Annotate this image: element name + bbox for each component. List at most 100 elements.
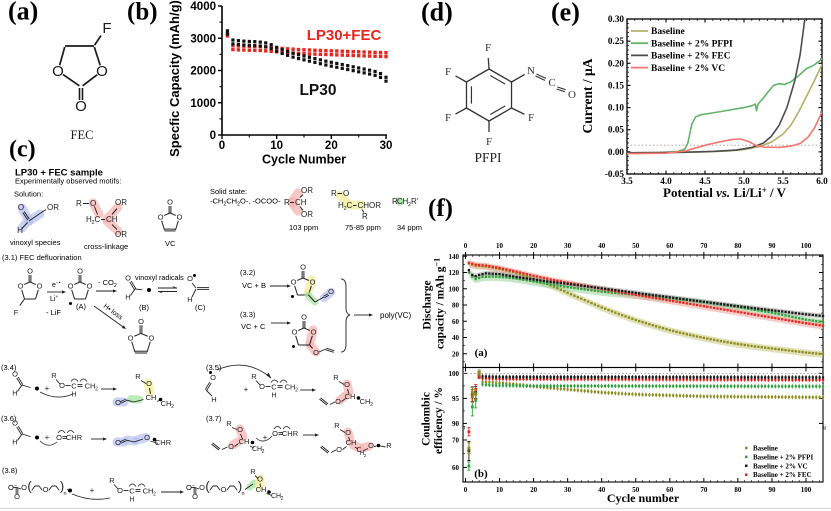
svg-text:(b): (b)	[127, 0, 158, 26]
svg-text:H: H	[129, 497, 134, 504]
svg-text:6.0: 6.0	[816, 176, 828, 186]
svg-text:+: +	[263, 433, 268, 442]
svg-text:+: +	[45, 433, 50, 442]
svg-text:H: H	[187, 295, 192, 304]
svg-text:O: O	[18, 282, 24, 291]
svg-text:O: O	[27, 267, 33, 276]
svg-text:H: H	[12, 389, 17, 398]
svg-text:60: 60	[666, 486, 674, 494]
svg-text:0: 0	[210, 130, 216, 142]
svg-text:0.00: 0.00	[608, 147, 624, 157]
svg-text:Cycle Number: Cycle Number	[262, 153, 346, 167]
svg-text:3000: 3000	[190, 33, 216, 45]
svg-text:LP30+FEC: LP30+FEC	[307, 27, 382, 44]
svg-text:Solid state:: Solid state:	[210, 187, 247, 196]
svg-text:O: O	[87, 282, 93, 291]
svg-text:Baseline + 2% FEC: Baseline + 2% FEC	[651, 52, 731, 62]
svg-text:O: O	[259, 382, 265, 391]
svg-text:O: O	[311, 328, 317, 337]
svg-text:O: O	[301, 313, 307, 322]
svg-text:4.0: 4.0	[660, 176, 672, 186]
svg-text:0.05: 0.05	[608, 125, 624, 135]
svg-text:Baseline + 2% FEC: Baseline + 2% FEC	[753, 471, 812, 479]
svg-text:(3.6): (3.6)	[1, 414, 17, 423]
svg-text:(3.8): (3.8)	[2, 466, 18, 475]
svg-text:R: R	[135, 372, 141, 381]
svg-text:(a): (a)	[475, 347, 488, 359]
svg-text:Baseline + 2% PFPI: Baseline + 2% PFPI	[651, 39, 733, 49]
svg-text:O: O	[43, 485, 49, 494]
svg-text:O: O	[21, 483, 27, 492]
svg-text:Experimentally observed motifs: Experimentally observed motifs:	[15, 177, 121, 186]
svg-text:20: 20	[530, 486, 538, 494]
svg-text:3.5: 3.5	[621, 176, 633, 186]
svg-text:H: H	[125, 293, 130, 302]
svg-text:C: C	[397, 197, 403, 206]
svg-text:CH: CH	[252, 446, 262, 453]
svg-text:R: R	[51, 371, 57, 380]
svg-text:O: O	[237, 425, 243, 434]
svg-text:O: O	[96, 63, 108, 80]
svg-text:34 ppm: 34 ppm	[397, 223, 422, 232]
svg-text:C: C	[71, 382, 77, 391]
svg-text:95: 95	[452, 395, 460, 403]
svg-text:H: H	[360, 451, 364, 457]
svg-text:O: O	[199, 483, 205, 492]
svg-text:F: F	[485, 42, 491, 54]
svg-text:O: O	[14, 492, 20, 501]
svg-text:LP30 + FEC sample: LP30 + FEC sample	[15, 168, 103, 179]
svg-text:R: R	[362, 212, 368, 221]
svg-text:capacity / mAh g−1: capacity / mAh g−1	[433, 258, 447, 349]
svg-text:O: O	[335, 397, 341, 406]
svg-text:(3.2): (3.2)	[240, 268, 256, 277]
svg-text:50: 50	[632, 486, 640, 494]
svg-text:OR: OR	[115, 198, 127, 207]
svg-text:O: O	[59, 381, 65, 390]
svg-text:70: 70	[700, 242, 708, 250]
svg-text:100: 100	[801, 242, 812, 250]
svg-text:1000: 1000	[190, 98, 216, 110]
svg-text:CH: CH	[161, 399, 172, 408]
svg-text:20: 20	[325, 140, 338, 152]
svg-text:Cycle number: Cycle number	[607, 491, 680, 505]
svg-text:O: O	[328, 287, 334, 296]
svg-text:O: O	[37, 282, 43, 291]
svg-text:Potential vs. Li/Li+ / V: Potential vs. Li/Li+ / V	[663, 185, 787, 200]
svg-text:C: C	[129, 487, 135, 496]
svg-text:O: O	[313, 348, 319, 357]
svg-text:F: F	[102, 20, 111, 37]
svg-text:Baseline: Baseline	[651, 27, 685, 37]
svg-text:- CO2: - CO2	[98, 278, 117, 289]
svg-text:+: +	[90, 486, 95, 495]
svg-text:VC + C: VC + C	[241, 322, 266, 331]
svg-text:70: 70	[700, 486, 708, 494]
svg-text:90: 90	[768, 242, 776, 250]
svg-text:F: F	[14, 308, 19, 317]
svg-text:2000: 2000	[190, 66, 216, 78]
svg-text:Baseline: Baseline	[753, 445, 778, 453]
svg-text:40: 40	[452, 334, 460, 342]
svg-text:O: O	[56, 433, 62, 442]
svg-text:(3.1) FEC defluorination: (3.1) FEC defluorination	[2, 253, 82, 262]
svg-text:R: R	[284, 198, 290, 207]
svg-text:(c): (c)	[9, 137, 36, 163]
svg-text:(f): (f)	[428, 195, 453, 222]
svg-text:(A): (A)	[76, 302, 87, 311]
svg-text:5.0: 5.0	[738, 176, 750, 186]
svg-text:120: 120	[449, 269, 460, 277]
svg-text:O: O	[68, 282, 74, 291]
svg-text:): )	[60, 479, 64, 494]
svg-text:H: H	[338, 201, 344, 210]
svg-text:R: R	[250, 467, 256, 476]
svg-text:O: O	[210, 373, 216, 382]
svg-text:O: O	[77, 267, 83, 276]
svg-text:Discharge: Discharge	[422, 280, 434, 329]
svg-text:2: 2	[92, 220, 95, 226]
svg-text:F: F	[486, 136, 492, 148]
svg-text:H: H	[403, 197, 409, 206]
svg-text:40: 40	[598, 486, 606, 494]
svg-text:O−: O−	[186, 483, 195, 492]
svg-text:O: O	[115, 438, 121, 447]
svg-text:Baseline + 2% PFPI: Baseline + 2% PFPI	[753, 453, 813, 461]
svg-text:80: 80	[734, 242, 742, 250]
